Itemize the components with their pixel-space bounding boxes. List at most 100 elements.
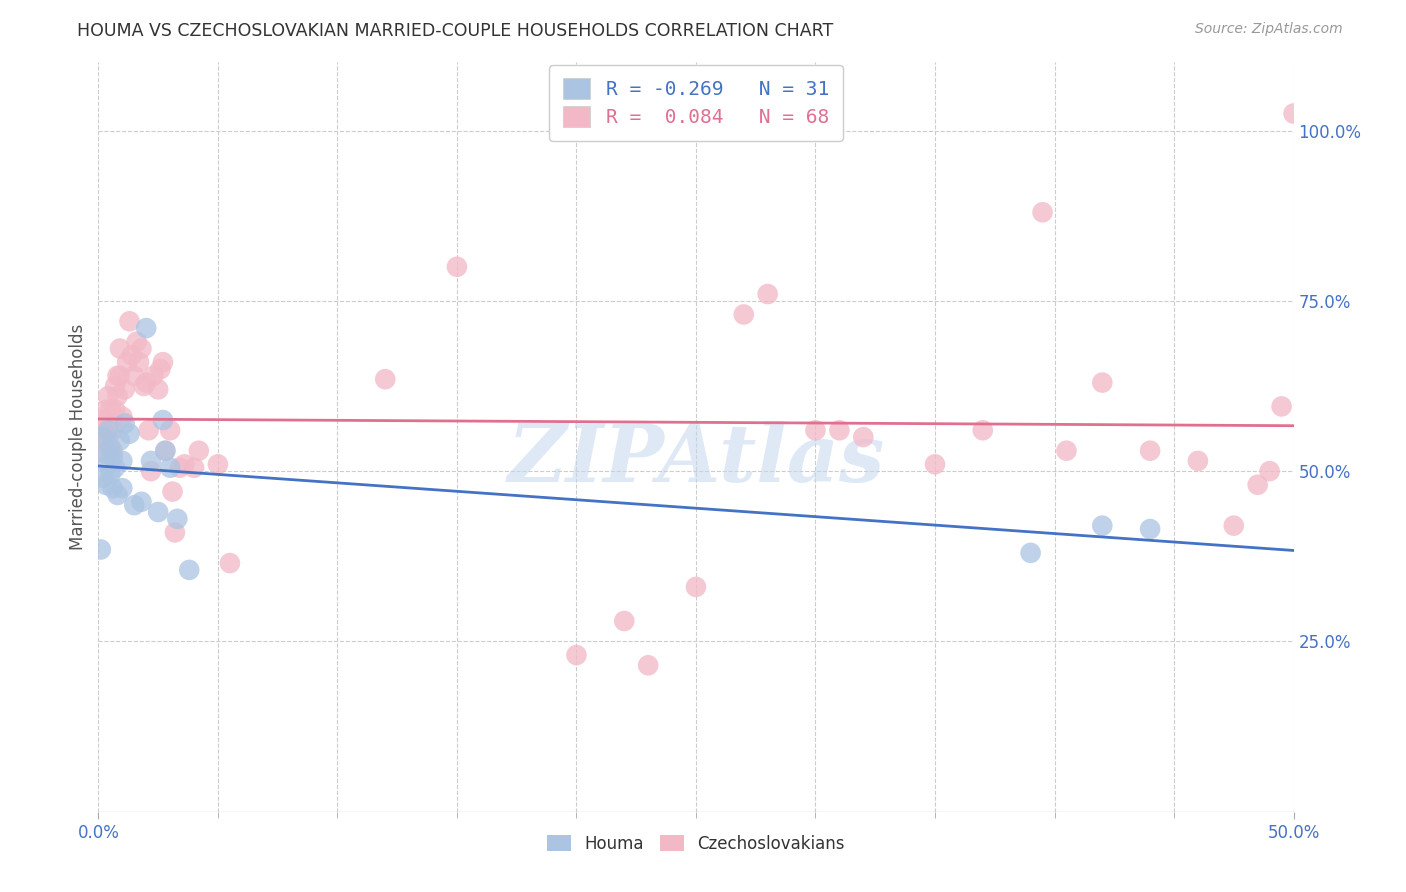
Point: [1258, 464, 1281, 478]
Point: [219, 556, 242, 570]
Point: [613, 614, 636, 628]
Point: [169, 460, 191, 475]
Point: [111, 454, 134, 468]
Point: [756, 287, 779, 301]
Point: [91, 413, 114, 427]
Point: [97, 423, 120, 437]
Point: [1282, 106, 1305, 120]
Point: [852, 430, 875, 444]
Point: [115, 355, 138, 369]
Point: [1091, 376, 1114, 390]
Text: HOUMA VS CZECHOSLOVAKIAN MARRIED-COUPLE HOUSEHOLDS CORRELATION CHART: HOUMA VS CZECHOSLOVAKIAN MARRIED-COUPLE …: [77, 22, 834, 40]
Point: [972, 423, 994, 437]
Point: [90, 542, 112, 557]
Point: [98, 443, 122, 458]
Point: [118, 426, 141, 441]
Point: [149, 362, 172, 376]
Point: [155, 443, 177, 458]
Point: [166, 512, 188, 526]
Point: [148, 505, 170, 519]
Point: [121, 348, 143, 362]
Point: [374, 372, 396, 386]
Point: [924, 458, 946, 472]
Point: [128, 355, 150, 369]
Point: [138, 423, 160, 437]
Point: [91, 471, 114, 485]
Text: Source: ZipAtlas.com: Source: ZipAtlas.com: [1195, 22, 1343, 37]
Point: [828, 423, 851, 437]
Point: [114, 417, 136, 431]
Point: [183, 460, 205, 475]
Point: [1056, 443, 1078, 458]
Point: [124, 498, 146, 512]
Point: [104, 379, 127, 393]
Point: [187, 443, 209, 458]
Point: [125, 334, 148, 349]
Point: [101, 481, 124, 495]
Point: [94, 402, 117, 417]
Point: [90, 443, 112, 458]
Point: [135, 321, 157, 335]
Point: [132, 379, 155, 393]
Point: [1187, 454, 1209, 468]
Point: [131, 495, 153, 509]
Point: [107, 488, 129, 502]
Point: [118, 314, 141, 328]
Point: [97, 389, 120, 403]
Point: [162, 484, 184, 499]
Point: [446, 260, 468, 274]
Point: [90, 423, 112, 437]
Y-axis label: Married-couple Households: Married-couple Households: [69, 324, 87, 550]
Point: [108, 434, 131, 448]
Point: [101, 450, 124, 465]
Point: [91, 430, 114, 444]
Point: [685, 580, 707, 594]
Point: [1091, 518, 1114, 533]
Point: [155, 443, 177, 458]
Point: [104, 402, 127, 417]
Point: [1032, 205, 1054, 219]
Point: [804, 423, 827, 437]
Point: [1019, 546, 1042, 560]
Point: [139, 464, 162, 478]
Point: [101, 443, 124, 458]
Point: [131, 342, 153, 356]
Point: [94, 426, 117, 441]
Point: [1223, 518, 1246, 533]
Point: [733, 308, 755, 322]
Point: [107, 389, 129, 403]
Point: [94, 477, 117, 491]
Point: [173, 458, 195, 472]
Point: [111, 409, 134, 424]
Point: [97, 430, 120, 444]
Point: [1139, 522, 1161, 536]
Legend: Houma, Czechoslovakians: Houma, Czechoslovakians: [541, 829, 851, 860]
Point: [108, 342, 131, 356]
Point: [111, 481, 134, 495]
Point: [124, 368, 146, 383]
Point: [108, 368, 131, 383]
Point: [139, 454, 162, 468]
Point: [98, 467, 122, 482]
Point: [1247, 477, 1270, 491]
Point: [101, 423, 124, 437]
Point: [565, 648, 588, 662]
Point: [135, 376, 157, 390]
Point: [163, 525, 186, 540]
Point: [107, 368, 129, 383]
Point: [159, 460, 181, 475]
Point: [104, 460, 127, 475]
Point: [94, 447, 117, 461]
Point: [207, 458, 229, 472]
Point: [114, 383, 136, 397]
Point: [637, 658, 659, 673]
Text: ZIPAtlas: ZIPAtlas: [508, 421, 884, 499]
Point: [159, 423, 181, 437]
Point: [152, 413, 174, 427]
Point: [179, 563, 201, 577]
Point: [1139, 443, 1161, 458]
Point: [142, 368, 165, 383]
Point: [98, 402, 122, 417]
Point: [152, 355, 174, 369]
Point: [1271, 400, 1294, 414]
